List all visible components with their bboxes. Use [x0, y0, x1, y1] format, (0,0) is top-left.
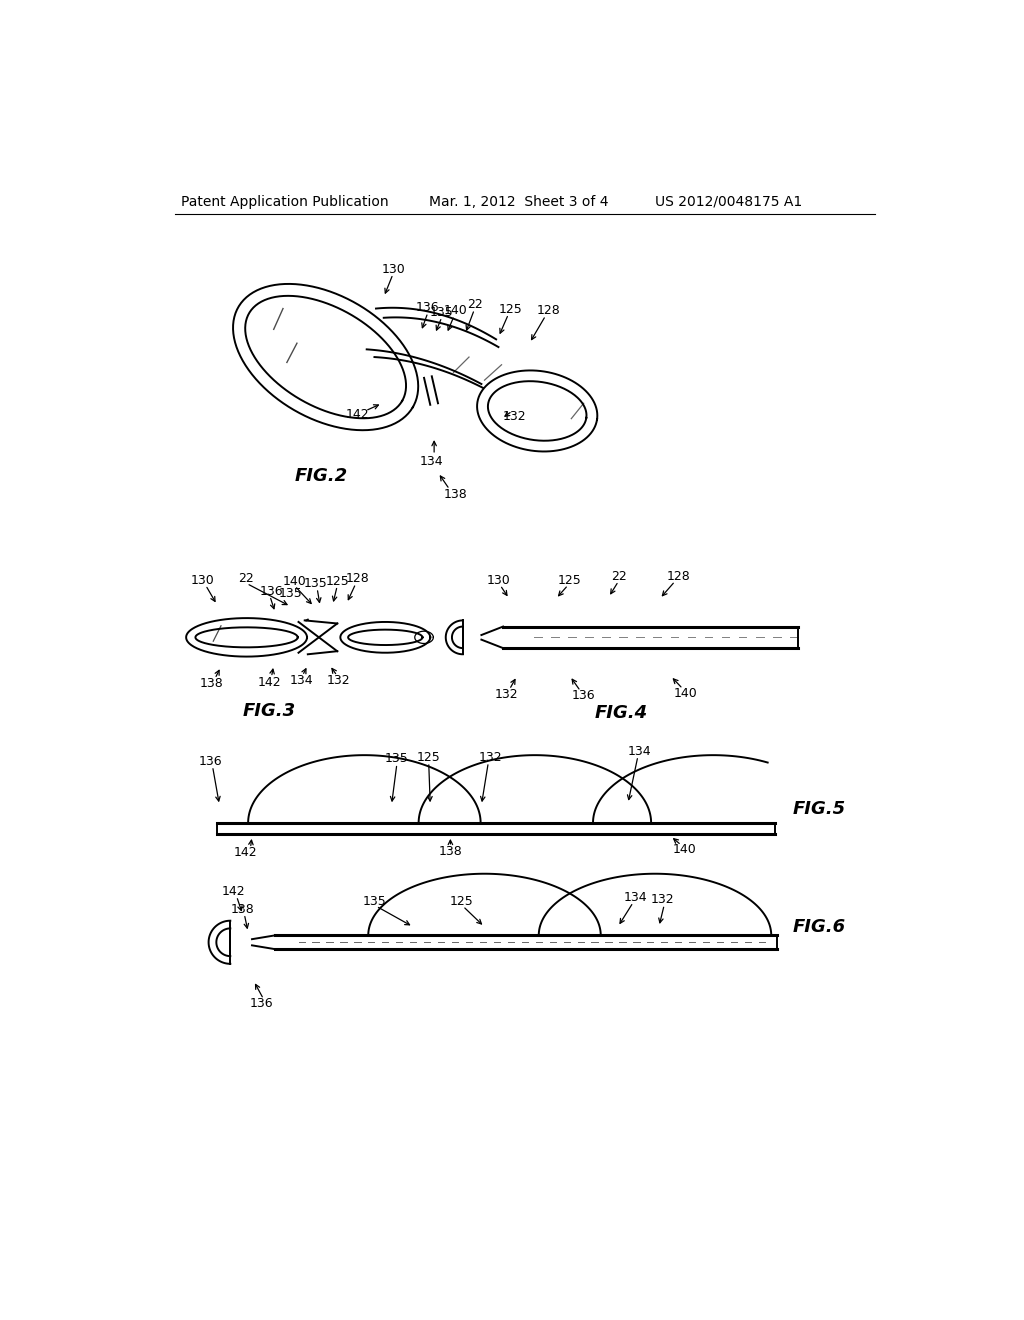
Text: 132: 132	[327, 675, 350, 686]
Text: 22: 22	[611, 570, 628, 583]
Text: 135: 135	[279, 587, 303, 601]
Text: 135: 135	[385, 752, 409, 766]
Text: 132: 132	[495, 688, 518, 701]
Text: 22: 22	[467, 298, 483, 312]
Text: 138: 138	[438, 845, 462, 858]
Text: 128: 128	[345, 573, 370, 585]
Text: Patent Application Publication: Patent Application Publication	[180, 194, 388, 209]
Text: US 2012/0048175 A1: US 2012/0048175 A1	[655, 194, 802, 209]
Text: 125: 125	[326, 574, 349, 587]
Text: 132: 132	[503, 409, 526, 422]
Text: 136: 136	[571, 689, 596, 702]
Text: 22: 22	[238, 573, 254, 585]
Text: 138: 138	[230, 903, 255, 916]
Text: 128: 128	[667, 570, 690, 583]
Text: 130: 130	[190, 574, 214, 587]
Text: 135: 135	[362, 895, 386, 908]
Text: 134: 134	[624, 891, 647, 904]
Text: 132: 132	[479, 751, 503, 764]
Text: 136: 136	[416, 301, 439, 314]
Text: 142: 142	[345, 408, 370, 421]
Text: 130: 130	[381, 263, 404, 276]
Text: 132: 132	[651, 894, 675, 907]
Text: 142: 142	[234, 846, 258, 859]
Text: FIG.5: FIG.5	[793, 800, 846, 818]
Text: 125: 125	[450, 895, 473, 908]
Text: 125: 125	[417, 751, 440, 764]
Text: 136: 136	[250, 998, 273, 1010]
Text: FIG.6: FIG.6	[793, 917, 846, 936]
Text: 130: 130	[486, 574, 510, 587]
Text: 135: 135	[304, 577, 328, 590]
Text: 134: 134	[628, 744, 651, 758]
Text: 135: 135	[429, 306, 453, 319]
Text: 128: 128	[537, 305, 560, 317]
Text: 140: 140	[673, 843, 696, 857]
Text: 138: 138	[200, 677, 223, 690]
Text: 140: 140	[443, 305, 467, 317]
Text: 125: 125	[558, 574, 582, 587]
Text: 138: 138	[443, 488, 467, 502]
Text: Mar. 1, 2012  Sheet 3 of 4: Mar. 1, 2012 Sheet 3 of 4	[429, 194, 608, 209]
Text: 136: 136	[259, 585, 284, 598]
Text: 125: 125	[499, 302, 522, 315]
Text: 140: 140	[674, 686, 698, 700]
Text: FIG.2: FIG.2	[295, 467, 348, 484]
Text: FIG.3: FIG.3	[243, 702, 296, 721]
Text: 142: 142	[221, 884, 245, 898]
Text: FIG.4: FIG.4	[595, 704, 647, 722]
Text: 134: 134	[420, 455, 443, 469]
Text: 140: 140	[283, 574, 306, 587]
Text: 136: 136	[199, 755, 222, 768]
Text: 142: 142	[257, 676, 281, 689]
Text: 134: 134	[290, 675, 313, 686]
